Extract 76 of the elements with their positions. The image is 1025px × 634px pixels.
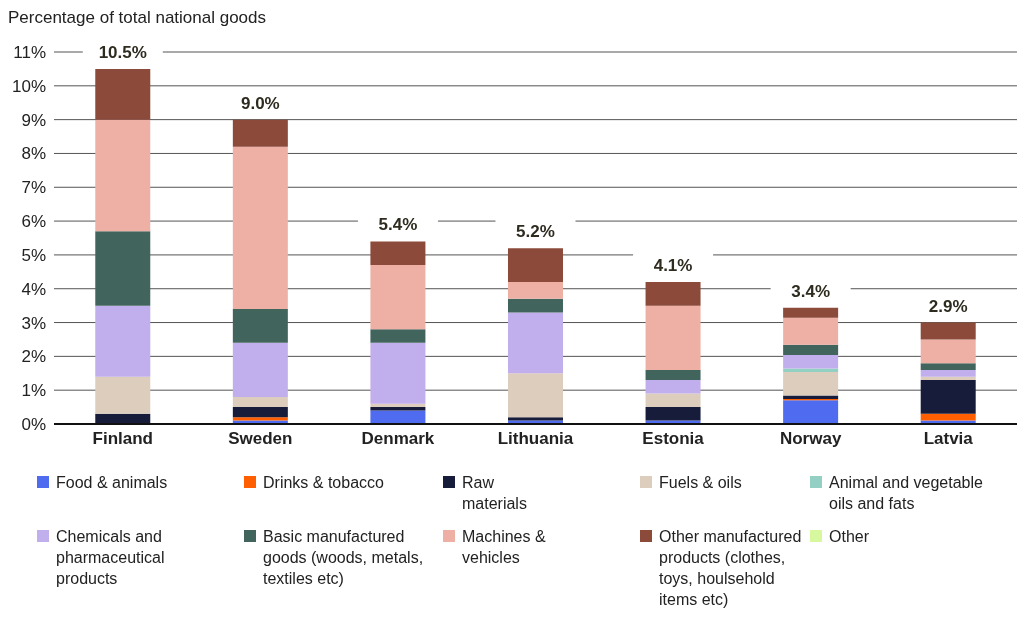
bar — [920, 363, 976, 370]
legend-label: Other — [829, 527, 870, 547]
bar — [783, 400, 839, 424]
y-tick-label: 2% — [21, 347, 46, 367]
bar — [783, 371, 839, 396]
x-tick-label: Sweden — [228, 429, 293, 449]
y-tick-label: 0% — [21, 415, 46, 435]
bar — [645, 380, 701, 394]
legend-label: Food & animals — [56, 473, 168, 493]
y-tick-label: 10% — [11, 76, 46, 96]
y-tick-label: 11% — [13, 43, 46, 63]
x-tick-label: Finland — [92, 429, 154, 449]
bar — [232, 146, 288, 310]
bar — [645, 369, 701, 381]
bar — [507, 298, 563, 313]
bar — [370, 265, 426, 330]
legend-label: Fuels & oils — [659, 473, 742, 493]
legend-label: Other manufactured products (clothes, toys, houlsehold items etc) — [659, 527, 803, 610]
legend-label: Animal and vegetable oils and fats — [829, 473, 984, 514]
x-tick-label: Norway — [779, 429, 842, 449]
bar — [645, 407, 701, 421]
bar — [95, 68, 151, 120]
bar — [783, 344, 839, 356]
bar — [232, 309, 288, 343]
x-tick-label: Denmark — [361, 429, 435, 449]
bar — [507, 248, 563, 282]
total-label: 9.0% — [240, 93, 280, 113]
total-label: 3.4% — [791, 281, 830, 301]
bar — [920, 369, 976, 377]
bar — [783, 317, 839, 345]
total-label: 4.1% — [653, 255, 693, 275]
x-tick-label: Lithuania — [497, 429, 574, 449]
bar — [783, 307, 839, 318]
x-tick-label: Estonia — [642, 429, 705, 449]
bar — [232, 119, 288, 147]
legend-label: Machines & vehicles — [462, 527, 547, 568]
y-tick-label: 3% — [21, 313, 46, 333]
bar — [507, 312, 563, 374]
y-axis-title: Percentage of total national goods — [8, 8, 268, 29]
bar — [507, 373, 563, 418]
y-tick-label: 5% — [21, 245, 46, 265]
bar — [232, 342, 288, 397]
y-tick-label: 8% — [21, 144, 46, 164]
legend-label: Drinks & tobacco — [263, 473, 384, 493]
bar — [370, 241, 426, 266]
bar — [95, 231, 151, 306]
bar — [95, 305, 151, 377]
y-tick-label: 9% — [21, 110, 46, 130]
bar — [920, 339, 976, 364]
total-label: 2.9% — [928, 296, 968, 316]
total-label: 5.4% — [378, 215, 418, 235]
y-tick-label: 1% — [21, 381, 46, 401]
bar — [507, 281, 563, 299]
bar — [645, 281, 701, 306]
y-tick-label: 6% — [21, 212, 46, 232]
bar — [920, 413, 976, 421]
legend-label: Chemicals and pharmaceutical products — [56, 527, 166, 589]
bar — [232, 407, 288, 418]
x-tick-label: Latvia — [923, 429, 974, 449]
legend-label: Raw materials — [462, 473, 528, 514]
bar — [370, 410, 426, 424]
bar — [645, 305, 701, 370]
bar — [920, 380, 976, 414]
total-label: 5.2% — [516, 222, 555, 242]
bar — [645, 393, 701, 408]
bar — [920, 322, 976, 340]
bar — [370, 329, 426, 343]
y-tick-label: 4% — [21, 279, 46, 299]
y-tick-label: 7% — [21, 178, 46, 198]
bar — [95, 376, 151, 414]
bar — [783, 355, 839, 369]
bar — [370, 342, 426, 404]
bar — [95, 119, 151, 232]
total-label: 10.5% — [98, 42, 147, 62]
legend-label: Basic manufactured goods (woods, metals, textiles etc) — [263, 527, 425, 589]
bar — [232, 396, 288, 408]
